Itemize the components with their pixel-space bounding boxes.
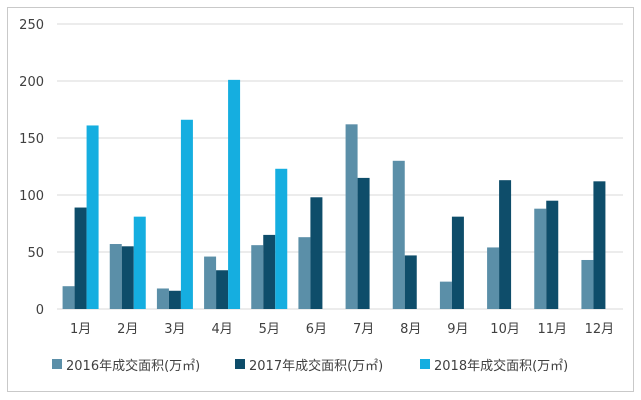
bar-9月-0 [439, 281, 452, 309]
y-tick-label: 50 [27, 246, 44, 261]
bar-4月-1 [216, 270, 229, 309]
bar-6月-1 [310, 197, 323, 309]
legend-label-2017: 2017年成交面积(万㎡) [249, 358, 384, 374]
bar-2月-0 [109, 244, 122, 309]
x-tick-label: 10月 [490, 322, 520, 337]
bar-3月-0 [156, 288, 169, 309]
x-tick-label: 4月 [211, 322, 232, 337]
legend-item-2018: 2018年成交面积(万㎡) [420, 352, 568, 376]
legend-swatch-2016 [52, 359, 62, 369]
bar-10月-0 [487, 247, 500, 309]
bar-9月-1 [451, 216, 464, 309]
x-tick-label: 5月 [259, 322, 280, 337]
x-tick-label: 6月 [306, 322, 327, 337]
bar-4月-0 [204, 256, 217, 309]
legend-item-2016: 2016年成交面积(万㎡) [52, 352, 200, 376]
bar-3月-2 [180, 119, 193, 309]
x-tick-label: 1月 [70, 322, 91, 337]
y-tick-label: 150 [19, 132, 44, 147]
y-tick-label: 250 [19, 18, 44, 33]
x-tick-label: 3月 [164, 322, 185, 337]
x-tick-label: 2月 [117, 322, 138, 337]
bar-2月-2 [133, 216, 146, 309]
y-tick-label: 0 [36, 303, 44, 318]
legend-swatch-2018 [420, 359, 430, 369]
x-tick-label: 12月 [585, 322, 615, 337]
bar-8月-0 [392, 160, 405, 309]
bar-10月-1 [499, 180, 512, 309]
x-tick-label: 9月 [447, 322, 468, 337]
chart-legend: 2016年成交面积(万㎡) 2017年成交面积(万㎡) 2018年成交面积(万㎡… [0, 352, 641, 376]
bar-1月-0 [62, 286, 75, 309]
bar-5月-2 [275, 168, 288, 309]
x-tick-label: 11月 [537, 322, 567, 337]
bar-8月-1 [404, 255, 417, 309]
legend-swatch-2017 [235, 359, 245, 369]
bar-1月-2 [86, 125, 99, 310]
bar-7月-1 [357, 177, 370, 309]
y-tick-label: 200 [19, 75, 44, 90]
bar-11月-1 [546, 200, 559, 309]
bar-12月-0 [581, 259, 594, 309]
y-tick-label: 100 [19, 189, 44, 204]
x-tick-label: 8月 [400, 322, 421, 337]
legend-label-2018: 2018年成交面积(万㎡) [434, 358, 569, 374]
bar-1月-1 [74, 207, 87, 309]
legend-item-2017: 2017年成交面积(万㎡) [235, 352, 383, 376]
bar-12月-1 [593, 181, 606, 309]
bar-3月-1 [168, 290, 181, 309]
bar-2月-1 [121, 246, 134, 309]
bar-11月-0 [534, 208, 547, 309]
bar-7月-0 [345, 124, 358, 309]
bar-5月-0 [251, 245, 264, 309]
legend-label-2016: 2016年成交面积(万㎡) [66, 358, 201, 374]
x-tick-label: 7月 [353, 322, 374, 337]
bar-4月-2 [228, 79, 241, 309]
bar-6月-0 [298, 237, 311, 309]
bar-5月-1 [263, 234, 276, 309]
